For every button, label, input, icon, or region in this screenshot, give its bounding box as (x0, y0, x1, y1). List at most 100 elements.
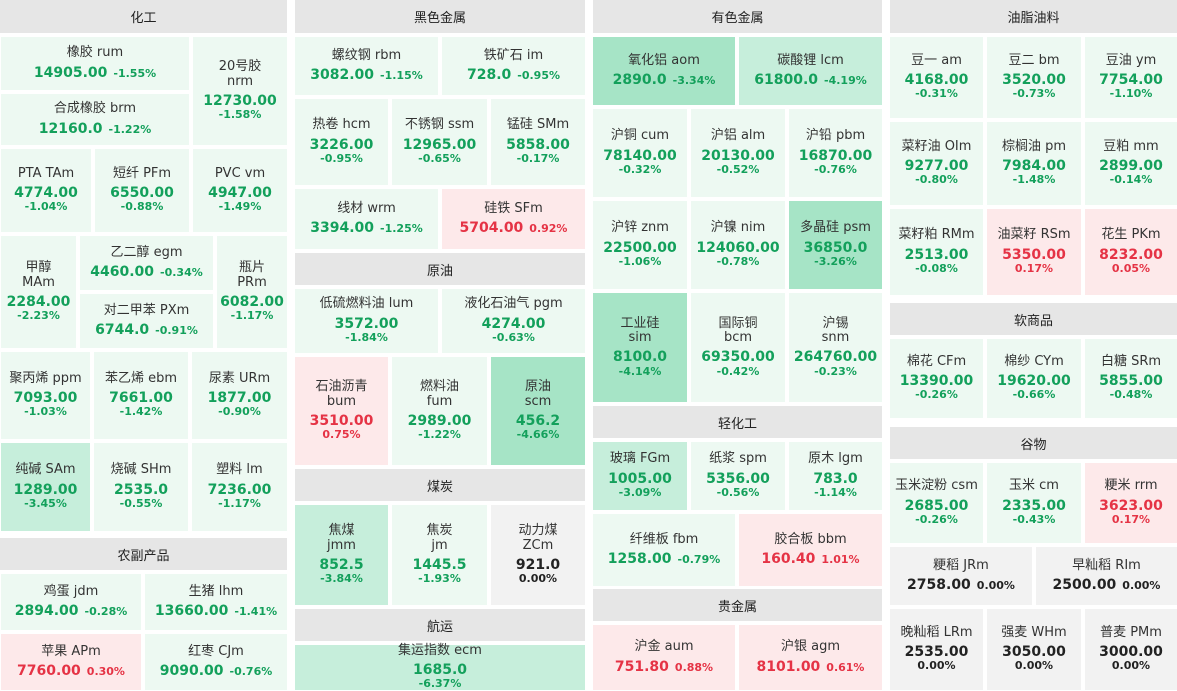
contract-apm-tile[interactable]: 苹果 APm 7760.00 0.30% (1, 634, 141, 690)
contract-sam-tile[interactable]: 纯碱 SAm 1289.00 -3.45% (1, 443, 90, 531)
contract-ym-tile[interactable]: 豆油 ym 7754.00 -1.10% (1085, 37, 1177, 118)
contract-scm-tile[interactable]: 原油 scm 456.2 -4.66% (491, 357, 585, 465)
contract-price: 4274.00 (481, 315, 546, 332)
change-percent: -0.34% (160, 266, 203, 280)
contract-fbm-tile[interactable]: 纤维板 fbm 1258.00 -0.79% (593, 514, 735, 586)
contract-smm-tile[interactable]: 锰硅 SMm 5858.00 -0.17% (491, 99, 585, 185)
contract-rim-tile[interactable]: 早籼稻 RIm 2500.00 0.00% (1036, 547, 1177, 605)
contract-name: 早籼稻 RIm (1072, 557, 1141, 573)
contract-price: 264760.00 (793, 349, 878, 366)
contract-aum-tile[interactable]: 沪金 aum 751.80 0.88% (593, 625, 735, 690)
contract-cym-tile[interactable]: 棉纱 CYm 19620.00 -0.66% (987, 339, 1081, 418)
contract-hcm-tile[interactable]: 热卷 hcm 3226.00 -0.95% (295, 99, 388, 185)
contract-name: 沪镍 nim (710, 220, 766, 236)
contract-price: 2685.00 (904, 497, 969, 514)
contract-pm-tile[interactable]: 棕榈油 pm 7984.00 -1.48% (987, 122, 1081, 205)
contract-pfm-tile[interactable]: 短纤 PFm 6550.00 -0.88% (95, 149, 189, 232)
contract-name: 聚丙烯 ppm (9, 370, 82, 386)
contract-tam-tile[interactable]: PTA TAm 4774.00 -1.04% (1, 149, 91, 232)
contract-lgm-tile[interactable]: 原木 lgm 783.0 -1.14% (789, 442, 882, 510)
contract-alm-tile[interactable]: 沪铝 alm 20130.00 -0.52% (691, 109, 785, 197)
contract-oim-tile[interactable]: 菜籽油 OIm 9277.00 -0.80% (890, 122, 983, 205)
change-percent: -3.34% (672, 74, 716, 88)
contract-bcm-tile[interactable]: 国际铜 bcm 69350.00 -0.42% (691, 293, 785, 402)
change-percent: -0.31% (915, 87, 958, 101)
contract-psm-tile[interactable]: 多晶硅 psm 36850.0 -3.26% (789, 201, 882, 289)
contract-sim-tile[interactable]: 工业硅 sim 8100.0 -4.14% (593, 293, 687, 402)
contract-cjm-tile[interactable]: 红枣 CJm 9090.00 -0.76% (145, 634, 287, 690)
contract-price: 3000.00 (1099, 644, 1163, 661)
contract-csm-tile[interactable]: 玉米淀粉 csm 2685.00 -0.26% (890, 463, 983, 543)
contract-name: 豆二 bm (1008, 52, 1060, 68)
contract-jdm-tile[interactable]: 鸡蛋 jdm 2894.00 -0.28% (1, 574, 141, 630)
contract-rsm-tile[interactable]: 油菜籽 RSm 5350.00 0.17% (987, 209, 1081, 295)
contract-price: 20130.00 (701, 147, 775, 164)
contract-am-tile[interactable]: 豆一 am 4168.00 -0.31% (890, 37, 983, 118)
contract-jm-tile[interactable]: 焦炭 jm 1445.5 -1.93% (392, 505, 487, 605)
contract-lm-tile[interactable]: 塑料 lm 7236.00 -1.17% (192, 443, 287, 531)
contract-ecm-tile[interactable]: 集运指数 ecm 1685.0 -6.37% (295, 643, 585, 690)
contract-pkm-tile[interactable]: 花生 PKm 8232.00 0.05% (1085, 209, 1177, 295)
contract-rum-tile[interactable]: 橡胶 rum 14905.00 -1.55% (1, 37, 189, 90)
contract-pgm-tile[interactable]: 液化石油气 pgm 4274.00 -0.63% (442, 289, 585, 353)
contract-egm-tile[interactable]: 乙二醇 egm 4460.00 -0.34% (80, 236, 213, 290)
contract-sfm-tile[interactable]: 硅铁 SFm 5704.00 0.92% (442, 189, 585, 249)
contract-ssm-tile[interactable]: 不锈钢 ssm 12965.00 -0.65% (392, 99, 487, 185)
change-percent: 0.17% (1111, 512, 1151, 526)
contract-name: 沪铅 pbm (805, 128, 866, 144)
contract-mam-tile[interactable]: 甲醇 MAm 2284.00 -2.23% (1, 236, 76, 348)
contract-cfm-tile[interactable]: 棉花 CFm 13390.00 -0.26% (890, 339, 983, 418)
contract-snm-tile[interactable]: 沪锡 snm 264760.00 -0.23% (789, 293, 882, 402)
change-percent: -3.26% (814, 254, 857, 268)
contract-lhm-tile[interactable]: 生猪 lhm 13660.00 -1.41% (145, 574, 287, 630)
contract-jrm-tile[interactable]: 粳稻 JRm 2758.00 0.00% (890, 547, 1032, 605)
contract-jmm-tile[interactable]: 焦煤 jmm 852.5 -3.84% (295, 505, 388, 605)
contract-bbm-tile[interactable]: 胶合板 bbm 160.40 1.01% (739, 514, 882, 586)
contract-fum-tile[interactable]: 燃料油 fum 2989.00 -1.22% (392, 357, 487, 465)
contract-price: 2513.00 (904, 246, 969, 263)
contract-lrm-tile[interactable]: 晚籼稻 LRm 2535.00 0.00% (890, 609, 983, 690)
contract-cm-tile[interactable]: 玉米 cm 2335.00 -0.43% (987, 463, 1081, 543)
contract-bum-tile[interactable]: 石油沥青 bum 3510.00 0.75% (295, 357, 388, 465)
contract-price: 2894.00 (14, 603, 79, 620)
contract-spm-tile[interactable]: 纸浆 spm 5356.00 -0.56% (691, 442, 785, 510)
contract-rmm-tile[interactable]: 菜籽粕 RMm 2513.00 -0.08% (890, 209, 983, 295)
contract-bm-tile[interactable]: 豆二 bm 3520.00 -0.73% (987, 37, 1081, 118)
contract-name: 普麦 PMm (1100, 624, 1162, 640)
contract-fgm-tile[interactable]: 玻璃 FGm 1005.00 -3.09% (593, 442, 687, 510)
contract-pbm-tile[interactable]: 沪铅 pbm 16870.00 -0.76% (789, 109, 882, 197)
contract-lcm-tile[interactable]: 碳酸锂 lcm 61800.0 -4.19% (739, 37, 882, 105)
contract-nrm-tile[interactable]: 20号胶 nrm 12730.00 -1.58% (193, 37, 287, 145)
contract-srm-tile[interactable]: 白糖 SRm 5855.00 -0.48% (1085, 339, 1177, 418)
contract-agm-tile[interactable]: 沪银 agm 8101.00 0.61% (739, 625, 882, 690)
contract-ebm-tile[interactable]: 苯乙烯 ebm 7661.00 -1.42% (94, 352, 188, 439)
change-percent: -0.28% (84, 605, 128, 619)
contract-pmm-tile[interactable]: 普麦 PMm 3000.00 0.00% (1085, 609, 1177, 690)
contract-name: 氧化铝 aom (628, 52, 700, 68)
contract-nim-tile[interactable]: 沪镍 nim 124060.00 -0.78% (691, 201, 785, 289)
contract-zcm-tile[interactable]: 动力煤 ZCm 921.0 0.00% (491, 505, 585, 605)
contract-price: 4168.00 (904, 72, 969, 89)
contract-mm-tile[interactable]: 豆粕 mm 2899.00 -0.14% (1085, 122, 1177, 205)
change-percent: 0.61% (826, 660, 865, 674)
contract-wrm-tile[interactable]: 线材 wrm 3394.00 -1.25% (295, 189, 438, 249)
contract-rbm-tile[interactable]: 螺纹钢 rbm 3082.00 -1.15% (295, 37, 438, 95)
contract-prm-tile[interactable]: 瓶片 PRm 6082.00 -1.17% (217, 236, 287, 348)
change-percent: -1.06% (618, 254, 662, 268)
contract-urm-tile[interactable]: 尿素 URm 1877.00 -0.90% (192, 352, 287, 439)
contract-aom-tile[interactable]: 氧化铝 aom 2890.0 -3.34% (593, 37, 735, 105)
contract-shm-tile[interactable]: 烧碱 SHm 2535.0 -0.55% (94, 443, 188, 531)
contract-whm-tile[interactable]: 强麦 WHm 3050.00 0.00% (987, 609, 1081, 690)
change-percent: -3.09% (618, 485, 662, 499)
contract-im-tile[interactable]: 铁矿石 im 728.0 -0.95% (442, 37, 585, 95)
contract-brm-tile[interactable]: 合成橡胶 brm 12160.0 -1.22% (1, 94, 189, 145)
contract-znm-tile[interactable]: 沪锌 znm 22500.00 -1.06% (593, 201, 687, 289)
contract-rrm-tile[interactable]: 粳米 rrm 3623.00 0.17% (1085, 463, 1177, 543)
contract-ppm-tile[interactable]: 聚丙烯 ppm 7093.00 -1.03% (1, 352, 90, 439)
contract-cum-tile[interactable]: 沪铜 cum 78140.00 -0.32% (593, 109, 687, 197)
contract-price: 1258.00 (607, 551, 672, 568)
contract-price: 3050.00 (1002, 644, 1066, 661)
contract-vm-tile[interactable]: PVC vm 4947.00 -1.49% (193, 149, 287, 232)
contract-pxm-tile[interactable]: 对二甲苯 PXm 6744.0 -0.91% (80, 294, 213, 348)
contract-lum-tile[interactable]: 低硫燃料油 lum 3572.00 -1.84% (295, 289, 438, 353)
